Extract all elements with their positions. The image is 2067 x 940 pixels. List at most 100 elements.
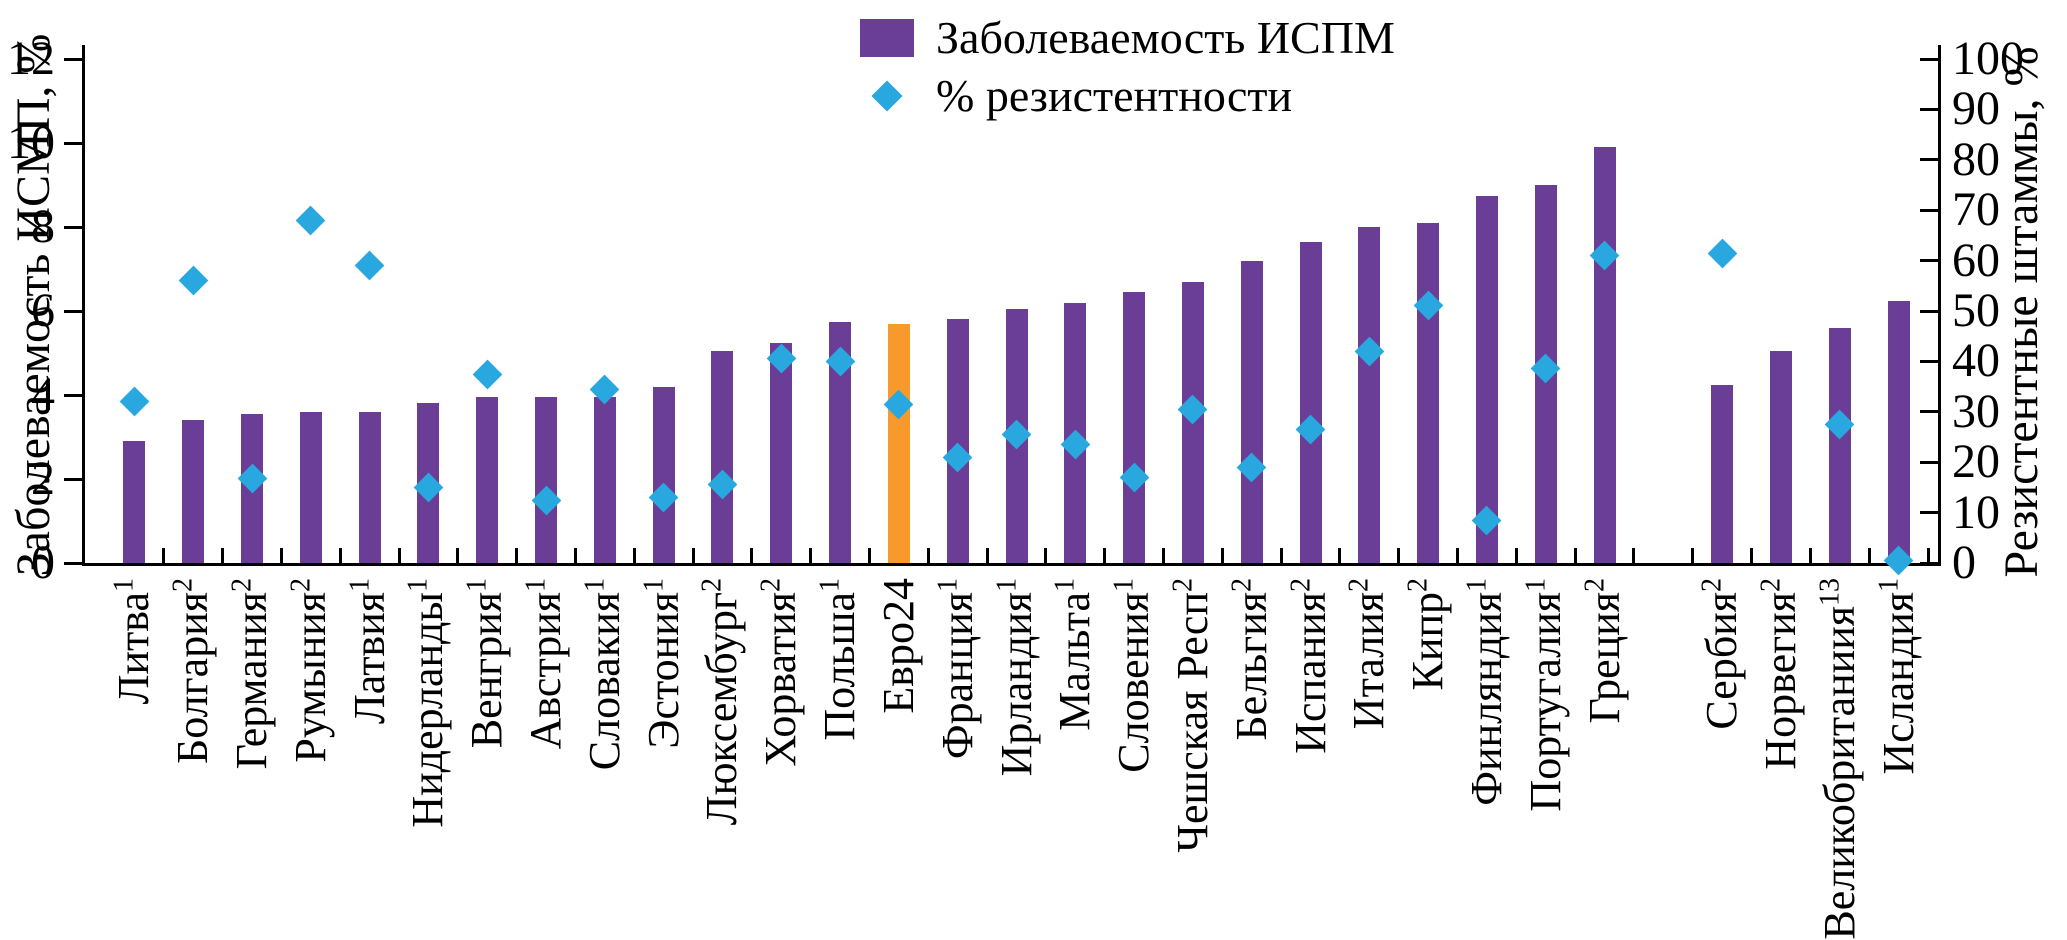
x-axis-tick [1456, 548, 1460, 563]
point-Венгрия [472, 359, 503, 389]
x-label-Норвегия: Норвегия2 [1755, 578, 1805, 770]
x-label-superscript: 1 [1049, 578, 1081, 592]
bar-Хорватия [770, 342, 793, 563]
x-label-Словения: Словения1 [1108, 578, 1159, 773]
bar-Франция [946, 319, 969, 563]
x-label-superscript: 1 [108, 578, 140, 592]
x-axis-tick [279, 548, 283, 563]
point-Болгария [178, 265, 209, 296]
x-label-Кипр: Кипр2 [1402, 578, 1453, 691]
x-label-Словакия: Словакия1 [579, 578, 629, 771]
left-axis-tick [64, 477, 82, 481]
bar-swatch-icon [860, 19, 914, 57]
bar-Венгрия [476, 397, 499, 563]
bar-Финляндия [1475, 195, 1498, 563]
right-axis-tick-label: 40 [1952, 334, 2000, 388]
right-axis-tick-label: 50 [1952, 284, 2000, 337]
x-label-superscript: 1 [461, 578, 493, 592]
x-label-Болгария: Болгария2 [167, 578, 218, 765]
bar-Сербия [1711, 384, 1734, 563]
right-axis-tick-label: 0 [1952, 536, 1976, 589]
bar-Латвия [358, 411, 381, 563]
point-Латвия [354, 250, 385, 281]
x-label-Хорватия: Хорватия2 [755, 578, 806, 767]
y-axis-right [1938, 45, 1941, 566]
x-axis-tick [397, 548, 401, 563]
right-axis-tick-label: 70 [1952, 183, 2000, 237]
left-axis-tick [64, 561, 82, 565]
left-axis-tick-label: 2 [31, 452, 55, 505]
x-label-Ирландия: Ирландия1 [990, 578, 1041, 777]
bar-Кипр [1417, 222, 1440, 563]
legend-label-resistance: % резистентности [936, 70, 1293, 121]
x-label-Испания: Испания2 [1284, 578, 1335, 754]
x-axis-tick [515, 548, 519, 563]
x-label-Эстония: Эстония1 [638, 578, 688, 749]
x-label-Венгрия: Венгрия1 [461, 578, 512, 749]
x-label-superscript: 1 [1461, 578, 1493, 592]
right-axis-tick [1920, 359, 1938, 363]
x-axis-tick [1162, 548, 1166, 563]
x-label-Германия: Германия2 [226, 578, 277, 770]
point-Сербия [1707, 238, 1738, 268]
right-axis-tick [1920, 561, 1938, 565]
left-axis-tick-label: 4 [31, 368, 55, 421]
x-label-Чешская Респ: Чешская Респ2 [1167, 578, 1217, 853]
x-label-Италия: Италия2 [1343, 578, 1394, 730]
point-Румыния [295, 205, 326, 236]
diamond-icon [871, 80, 903, 112]
x-label-Латвия: Латвия1 [343, 578, 394, 725]
x-axis-tick [338, 548, 342, 563]
x-axis-tick [1808, 548, 1812, 563]
x-axis-tick [1220, 548, 1224, 563]
left-axis-tick [64, 225, 82, 229]
x-label-superscript: 2 [226, 578, 258, 592]
x-axis-tick [162, 548, 166, 563]
x-label-Нидерланды: Нидерланды1 [402, 578, 453, 828]
x-label-superscript: 1 [638, 578, 669, 592]
bar-Австрия [535, 397, 558, 563]
bar-Эстония [652, 386, 675, 563]
bar-Греция [1593, 147, 1616, 563]
x-label-superscript: 2 [696, 578, 728, 592]
x-label-superscript: 2 [1696, 578, 1728, 592]
bar-Словения [1123, 292, 1146, 563]
bar-Великобританиия [1828, 327, 1851, 563]
right-axis-tick [1920, 460, 1938, 464]
x-label-Польша: Польша1 [814, 578, 865, 741]
x-axis-tick [1397, 548, 1401, 563]
x-axis-tick [456, 548, 460, 563]
right-axis-tick-label: 10 [1952, 485, 2000, 539]
left-axis-tick-label: 10 [7, 116, 55, 169]
bar-Бельгия [1240, 260, 1263, 563]
x-label-superscript: 2 [1226, 578, 1258, 592]
x-axis-tick [1691, 548, 1695, 563]
left-axis-tick-label: 0 [31, 536, 55, 589]
left-axis-tick-label: 8 [31, 200, 55, 253]
x-label-superscript: 2 [1343, 578, 1375, 592]
bar-Испания [1299, 241, 1322, 563]
x-axis-tick [1514, 548, 1518, 563]
x-axis-tick [867, 548, 871, 563]
y-axis-left [82, 45, 85, 566]
x-label-Франция: Франция1 [932, 578, 982, 760]
x-label-superscript: 2 [1167, 578, 1199, 592]
right-axis-tick [1920, 259, 1938, 263]
x-axis [82, 563, 1941, 566]
x-label-superscript: 1 [990, 578, 1022, 592]
x-axis-tick [985, 548, 989, 563]
bar-Норвегия [1769, 350, 1792, 563]
bar-Литва [123, 441, 146, 563]
right-axis-tick-label: 20 [1952, 435, 2000, 489]
x-label-Финляндия: Финляндия1 [1461, 578, 1511, 806]
x-label-superscript: 1 [814, 578, 846, 592]
x-label-superscript: 2 [1578, 578, 1610, 592]
x-label-superscript: 1 [1872, 578, 1904, 592]
x-axis-tick [1044, 548, 1048, 563]
x-axis-tick [573, 548, 577, 563]
x-label-superscript: 2 [1284, 578, 1316, 592]
bar-Болгария [182, 420, 205, 563]
x-label-superscript: 1 [579, 578, 611, 592]
right-axis-tick-label: 100 [1952, 32, 2024, 85]
bar-Польша [829, 321, 852, 563]
